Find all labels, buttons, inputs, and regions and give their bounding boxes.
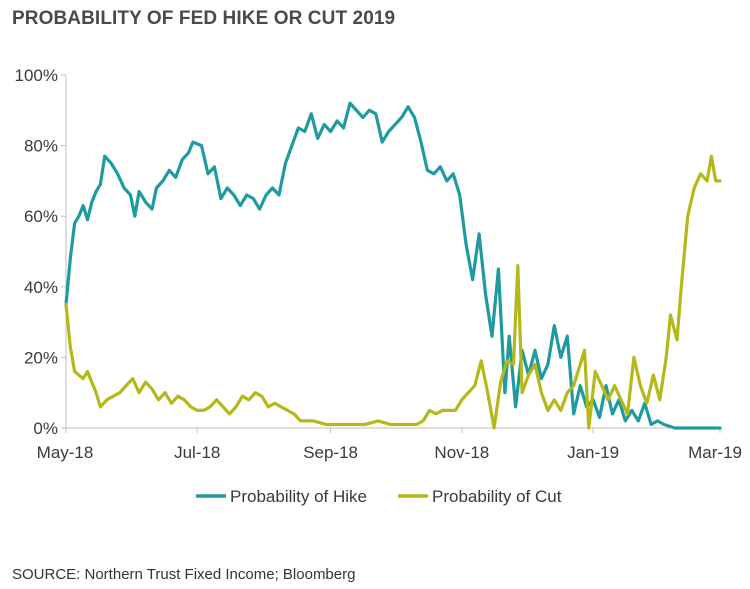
x-tick-label: May-18 — [37, 443, 94, 462]
y-tick-label: 0% — [33, 419, 58, 438]
series-line-hike — [64, 101, 722, 430]
source-note: SOURCE: Northern Trust Fixed Income; Blo… — [12, 566, 356, 583]
x-tick-label: Jul-18 — [174, 443, 220, 462]
y-tick-label: 80% — [24, 137, 58, 156]
x-tick-label: Mar-19 — [688, 443, 742, 462]
y-tick-label: 20% — [24, 348, 58, 367]
legend-label-hike: Probability of Hike — [230, 487, 367, 506]
x-tick-label: Sep-18 — [303, 443, 358, 462]
chart-axes: 0% 20% 40% 60% 80% 100% May-18 Jul-18 Sep-18 Nov-… — [15, 66, 742, 462]
y-tick-label: 60% — [24, 207, 58, 226]
series-line-cut — [64, 154, 722, 430]
y-tick-label: 100% — [15, 66, 58, 85]
y-tick-label: 40% — [24, 278, 58, 297]
x-tick-label: Jan-19 — [567, 443, 619, 462]
x-tick-label: Nov-18 — [434, 443, 489, 462]
chart-legend: Probability of Hike Probability of Cut — [196, 487, 562, 506]
series-layer — [64, 101, 722, 430]
legend-label-cut: Probability of Cut — [432, 487, 562, 506]
chart-title: PROBABILITY OF FED HIKE OR CUT 2019 — [12, 8, 396, 29]
